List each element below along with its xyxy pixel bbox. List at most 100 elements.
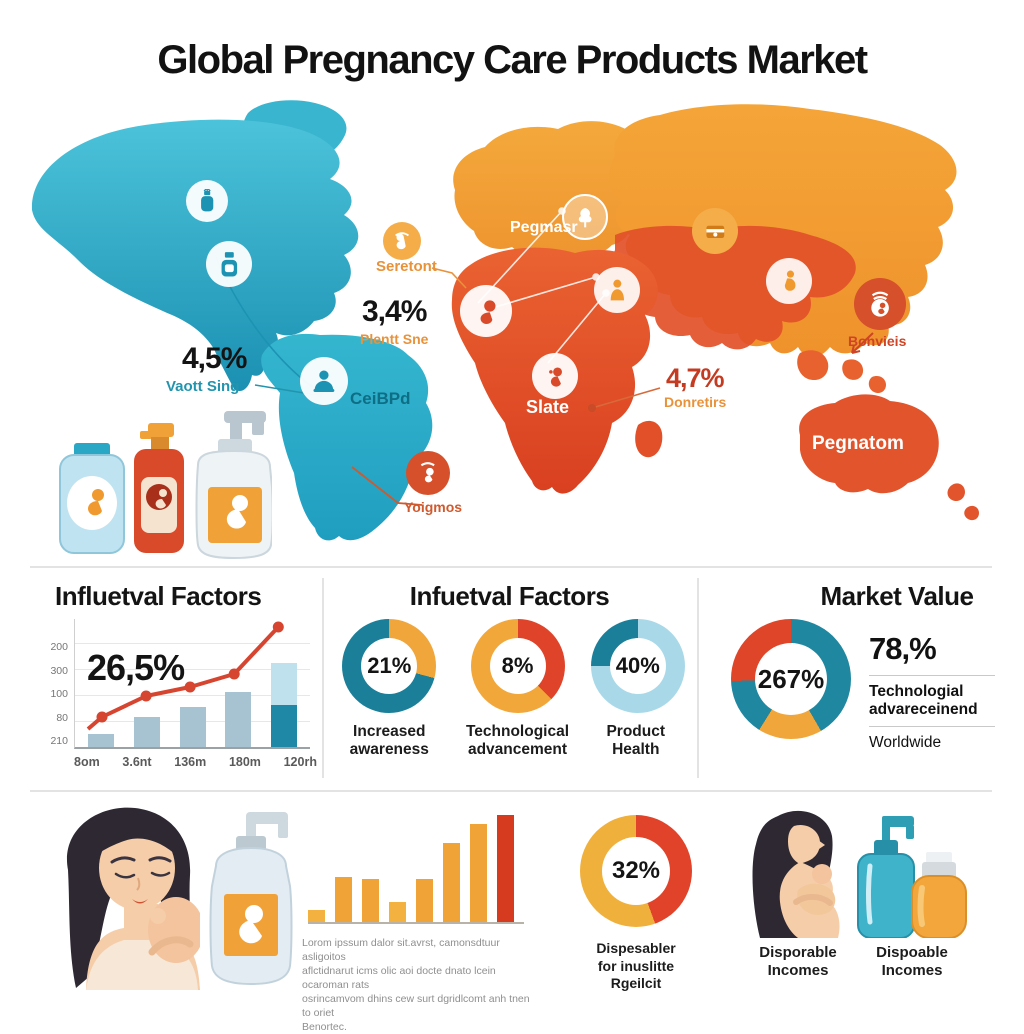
technology-donut-label: Technological advancement [465, 723, 570, 758]
technology-donut-value: 8% [489, 638, 546, 694]
bar-segment [362, 879, 379, 922]
donut-card-product: 40% Product Health [590, 619, 685, 759]
market-value-donut-chart: 267% [731, 619, 851, 739]
bar-segment [416, 879, 433, 922]
na-market-stat-label: Vaott Sing [166, 378, 240, 395]
bar-segment [443, 843, 460, 922]
divider-top [30, 566, 992, 568]
x-axis-label: 180m [228, 755, 261, 769]
seretont-label: Seretont [376, 258, 437, 275]
y-axis-tick: 80 [56, 711, 68, 724]
market-percentage: 78,% [869, 631, 937, 666]
bar-segment [133, 717, 160, 747]
africa-stat: 4,7% [666, 363, 725, 393]
disposable-donut-chart: 32% [580, 815, 692, 927]
continent-north-america [31, 119, 359, 392]
fetus-icon-africa-west [460, 285, 512, 337]
market-value-details: 78,% Technologial advareceinend Worldwid… [869, 631, 995, 752]
west-stat-label: Plentt Sne [360, 331, 429, 347]
bar-segment [470, 824, 487, 922]
pregnancy-products-illustration [52, 395, 274, 565]
left-panel-heading: Influetval Factors [55, 581, 262, 611]
bottles-caption-line-1: Dispoable [876, 944, 948, 961]
savings-icon-asia [692, 208, 738, 254]
x-axis-label: 136m [174, 755, 207, 769]
divider-col-1 [322, 578, 324, 778]
combo-chart-bars [75, 619, 310, 747]
x-axis-label: 8om [74, 755, 100, 769]
market-value-panel: Market Value 267% 78,% Technologial adva… [697, 575, 995, 787]
market-donut-value: 267% [755, 643, 827, 715]
market-driver-line-1: Technologial [869, 683, 964, 700]
bar-segment [497, 815, 514, 922]
disposable-donut-label: Dispesabler for inuslitte Rgeilcit [566, 940, 706, 993]
mother-icon-middle-east [594, 267, 640, 313]
pregnancy-icon-seretont [383, 222, 421, 260]
disposable-label-line-3: Rgeilcit [610, 975, 662, 991]
awareness-donut-label: Increased awareness [349, 723, 429, 758]
europe-region-label: Pegmasr [510, 219, 578, 236]
influential-factors-mid-panel: Infuetval Factors 21% Increased awarenes… [322, 575, 697, 787]
y-axis-tick: 300 [50, 664, 68, 677]
growth-icon-europe [562, 194, 608, 240]
bar-segment [88, 734, 114, 747]
market-value-heading: Market Value [820, 581, 974, 611]
bar-segment [308, 910, 325, 922]
y-axis-ticks: 200 300 100 80 210 [36, 641, 68, 747]
west-stat: 3,4% [362, 295, 427, 328]
island-madagascar [635, 420, 663, 458]
influential-factors-left-panel: Influetval Factors 200 300 100 80 210 26,5% … [30, 575, 322, 787]
pregnancy-icon-india [766, 258, 812, 304]
mother-caption-line-2: Incomes [767, 962, 829, 979]
africa-region-label: Slate [526, 397, 570, 417]
mother-baby-illustration [40, 800, 204, 995]
mother-caption: Disporable Incomes [740, 944, 856, 980]
islands-new-zealand [947, 483, 979, 521]
y-axis-tick: 100 [50, 688, 68, 700]
fetus-icon-africa-east [532, 353, 578, 399]
lotion-bottle-icon [206, 241, 252, 287]
caregiver-icon [300, 357, 348, 405]
bottles-caption-line-2: Incomes [881, 962, 943, 979]
yoigmos-label: Yoigmos [404, 499, 463, 515]
y-axis-tick: 200 [50, 641, 68, 653]
caption-paragraph: Lorom ipssum dalor sit.avrst, camonsdtuu… [302, 936, 534, 1034]
awareness-donut-chart: 21% [342, 619, 437, 713]
donut-card-awareness: 21% Increased awareness [334, 619, 444, 759]
nursing-mother-illustration [742, 808, 852, 943]
na-market-stat: 4,5% [182, 342, 247, 375]
product-donut-chart: 40% [590, 619, 685, 713]
divider-col-2 [697, 578, 699, 778]
care-bottles-illustration [856, 810, 968, 943]
income-bar-chart [308, 812, 524, 924]
donut-card-technology: 8% Technological advancement [457, 619, 579, 759]
islands-se-asia [797, 350, 886, 394]
y-axis-tick: 210 [50, 735, 68, 747]
disposable-donut-value: 32% [602, 837, 670, 905]
combo-chart-plot: 26,5% [74, 619, 310, 749]
supplement-jar-icon [186, 180, 228, 222]
awareness-donut-value: 21% [361, 638, 418, 694]
page-title: Global Pregnancy Care Products Market [157, 38, 868, 82]
sa-region-label: CeiBPd [350, 389, 411, 408]
market-driver-text: Technologial advareceinend [869, 675, 995, 727]
bottles-caption: Dispoable Incomes [856, 944, 968, 980]
caption-line-4: Benortec. [302, 1021, 347, 1033]
bottle-icon-bonvieis [854, 278, 906, 330]
product-donut-value: 40% [609, 638, 666, 694]
africa-stat-label: Donretirs [664, 394, 727, 410]
australia-region-label: Pegnatom [812, 433, 904, 454]
bar-segment [271, 663, 297, 747]
disposable-label-line-1: Dispesabler [596, 940, 676, 956]
bonvieis-label: Bonvieis [848, 333, 907, 349]
bar-segment [179, 707, 206, 747]
region-central-asia-red [612, 225, 856, 350]
market-scope-label: Worldwide [869, 733, 942, 751]
divider-bottom [30, 790, 992, 792]
bar-segment [389, 902, 406, 922]
x-axis-label: 3.6nt [122, 755, 152, 769]
product-donut-label: Product Health [606, 723, 666, 758]
bar-segment [335, 877, 352, 922]
caption-line-3: osrincamvom dhins cew surt dgridlcomt an… [302, 993, 530, 1019]
